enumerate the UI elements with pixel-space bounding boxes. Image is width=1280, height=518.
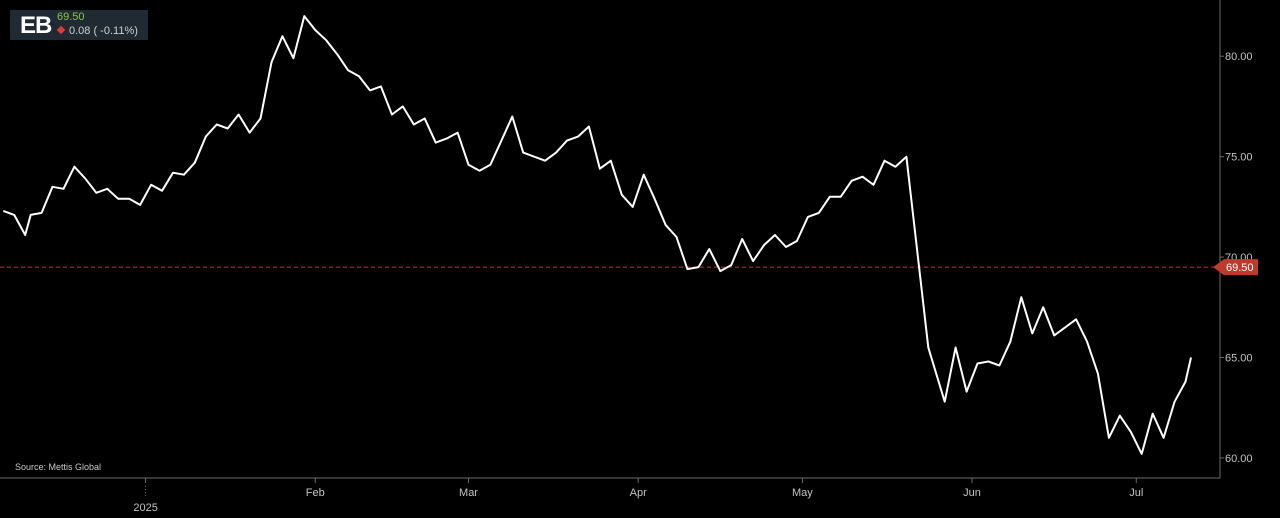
y-tick-label: 60.00 [1225, 453, 1253, 465]
ticker-symbol: EB [20, 12, 52, 39]
x-tick-label: 2025 [133, 502, 157, 514]
y-tick-label: 75.00 [1225, 152, 1253, 164]
source-note: Source: Mettis Global [15, 462, 102, 472]
ticker-change-value: 0.08 ( -0.11%) [69, 25, 138, 37]
x-tick-label: May [792, 487, 813, 499]
last-price-label: 69.50 [1226, 262, 1254, 274]
ticker-price: 69.50 [57, 11, 85, 23]
last-price-tag: 69.50 [1213, 259, 1258, 276]
ticker-change: 0.08 ( -0.11%) [56, 25, 138, 37]
price-series-line [2, 15, 1192, 455]
down-diamond-icon [56, 25, 66, 35]
x-tick-label: Mar [459, 487, 478, 499]
x-tick-label: Feb [306, 487, 325, 499]
y-tick-label: 65.00 [1225, 352, 1253, 364]
last-price-tag-shape [1213, 259, 1258, 276]
x-tick-label: Jul [1129, 487, 1143, 499]
ticker-badge: EB 69.50 0.08 ( -0.11%) [10, 10, 148, 40]
x-tick-label: Apr [630, 487, 647, 499]
x-tick-label: Jun [963, 487, 981, 499]
y-tick-label: 80.00 [1225, 51, 1253, 63]
